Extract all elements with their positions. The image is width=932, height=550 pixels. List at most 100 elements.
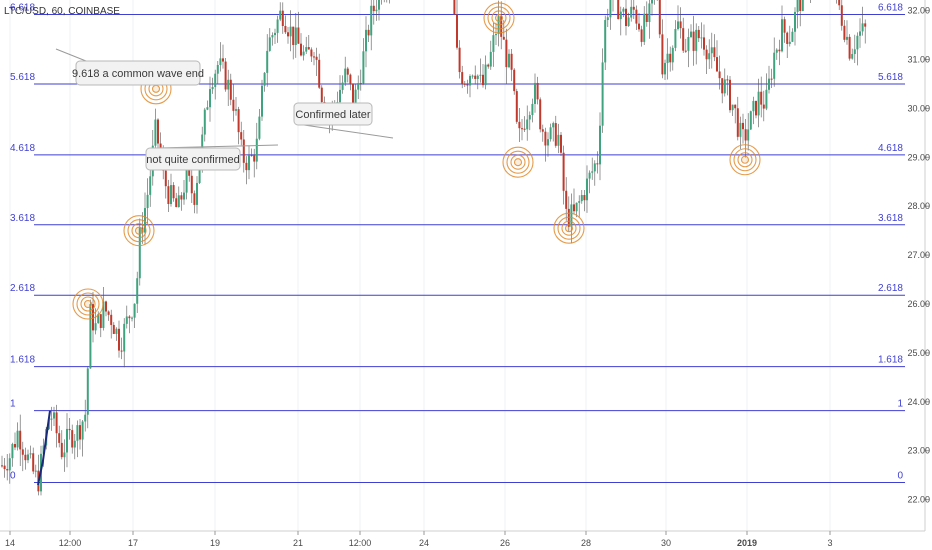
- candle-body: [27, 454, 29, 461]
- candle-body: [3, 465, 6, 470]
- candle-body: [734, 104, 737, 109]
- candle-body: [765, 89, 768, 109]
- fib-level-label-left: 5.618: [10, 72, 35, 83]
- circle-ring: [131, 223, 147, 239]
- candle-body: [258, 116, 261, 139]
- circle-ring: [491, 10, 507, 26]
- candle-body: [627, 17, 630, 27]
- candle-body: [370, 5, 373, 36]
- candle-body: [157, 119, 159, 144]
- circle-ring: [127, 219, 151, 243]
- circle-mark[interactable]: [553, 212, 585, 244]
- candle-body: [781, 19, 783, 52]
- candle-body: [565, 190, 568, 209]
- callout-note[interactable]: Confirmed later: [293, 102, 394, 139]
- price-tick-label: 30.00: [907, 103, 930, 113]
- candle-body: [528, 115, 531, 120]
- circle-mark[interactable]: [123, 215, 155, 247]
- candle-body: [588, 172, 591, 179]
- circle-ring: [737, 152, 753, 168]
- candle-body: [198, 163, 201, 183]
- circle-mark[interactable]: [729, 144, 761, 176]
- candle-body: [240, 132, 243, 140]
- candle-body: [248, 155, 250, 171]
- candle-body: [131, 317, 133, 319]
- candle-body: [466, 84, 469, 86]
- candle-body: [580, 195, 583, 202]
- time-tick-label: 14: [5, 538, 15, 548]
- candle-body: [749, 111, 752, 130]
- circle-ring: [510, 154, 526, 170]
- price-axis[interactable]: 22.00 23.00 24.00 25.00 26.00 27.00 28.00 29.00…: [907, 0, 930, 505]
- candle-body: [708, 53, 711, 60]
- circle-mark[interactable]: [72, 288, 104, 320]
- candle-body: [526, 119, 529, 130]
- circle-mark[interactable]: [483, 2, 515, 34]
- candle-body: [453, 0, 456, 15]
- candle-body: [271, 35, 274, 38]
- candle-body: [263, 72, 266, 86]
- candle-body: [105, 301, 107, 312]
- candle-body: [456, 14, 458, 48]
- candle-body: [786, 32, 789, 44]
- candle-body: [604, 20, 607, 63]
- callout-note[interactable]: not quite confirmed: [145, 144, 279, 171]
- candle-body: [570, 204, 573, 227]
- candle-body: [471, 75, 474, 77]
- circle-ring: [123, 215, 155, 247]
- fib-level-label-right: 2.618: [878, 283, 903, 294]
- candle-body: [510, 53, 513, 70]
- candle-body: [284, 25, 287, 33]
- circle-ring: [553, 212, 585, 244]
- candle-body: [203, 109, 206, 135]
- circle-mark[interactable]: [502, 146, 534, 178]
- candle-body: [346, 68, 349, 75]
- candle-body: [684, 50, 687, 52]
- candle-body: [469, 76, 471, 86]
- candle-body: [534, 82, 536, 104]
- candle-body: [635, 9, 638, 24]
- candle-body: [562, 152, 565, 191]
- candle-body: [237, 109, 240, 133]
- candle-body: [768, 78, 770, 90]
- time-axis[interactable]: 14 12:00 17 19 21 12:00 24 26 28 30 2019 3: [5, 531, 833, 548]
- fib-level-label-left: 3.618: [10, 213, 35, 224]
- price-tick-label: 24.00: [907, 397, 930, 407]
- candle-body: [11, 444, 14, 459]
- candle-body: [544, 131, 547, 146]
- candle-body: [19, 430, 22, 450]
- candle-body: [575, 202, 578, 212]
- candle-body: [643, 13, 646, 42]
- candle-body: [242, 139, 245, 163]
- candle-body: [679, 21, 682, 29]
- candle-body: [274, 32, 276, 36]
- candle-body: [21, 449, 24, 455]
- wave-line[interactable]: [37, 410, 51, 486]
- fib-level-label-right: 6.618: [878, 3, 903, 14]
- candle-body: [476, 75, 479, 79]
- candle-body: [115, 328, 118, 334]
- fib-level-label-right: 1.618: [878, 355, 903, 366]
- candle-body: [778, 49, 781, 52]
- candle-body: [736, 108, 739, 137]
- time-tick-label: 12:00: [59, 538, 82, 548]
- callout-note[interactable]: 9.618 a common wave end: [55, 48, 204, 86]
- candle-body: [648, 3, 651, 23]
- candle-body: [718, 71, 721, 79]
- circle-ring: [557, 216, 581, 240]
- candle-body: [625, 8, 627, 27]
- candle-body: [552, 123, 555, 128]
- wave-line-group: [37, 410, 51, 486]
- candle-body: [235, 109, 237, 111]
- circle-ring: [733, 148, 757, 172]
- candle-body: [68, 428, 71, 431]
- candle-body: [586, 178, 588, 201]
- candle-body: [92, 304, 94, 331]
- candle-body: [250, 155, 253, 157]
- candle-body: [492, 35, 495, 52]
- candle-body: [583, 195, 586, 201]
- candle-body: [110, 314, 113, 325]
- price-tick-label: 29.00: [907, 152, 930, 162]
- candle-body: [154, 119, 157, 146]
- candle-body: [313, 56, 315, 58]
